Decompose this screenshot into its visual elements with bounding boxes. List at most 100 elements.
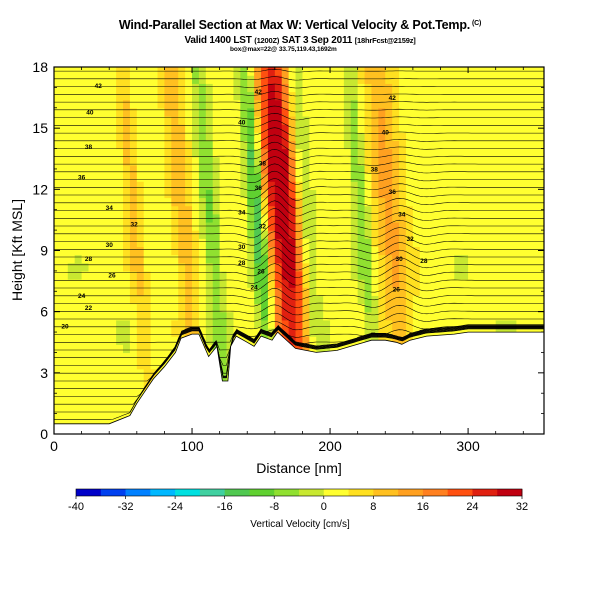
field-cell — [309, 319, 317, 329]
field-cell — [219, 336, 228, 345]
field-cell — [474, 99, 483, 109]
field-cell — [54, 205, 62, 215]
field-cell — [74, 156, 83, 166]
field-cell — [371, 91, 379, 101]
field-cell — [516, 197, 524, 207]
field-cell — [95, 189, 103, 199]
field-cell — [288, 156, 297, 166]
field-cell — [198, 279, 207, 288]
field-cell — [392, 295, 400, 305]
field-cell — [88, 132, 97, 141]
field-cell — [233, 295, 241, 305]
field-cell — [419, 311, 428, 321]
field-cell — [378, 115, 386, 125]
field-cell — [323, 164, 331, 174]
field-cell — [488, 173, 497, 182]
field-cell — [95, 336, 103, 345]
field-cell — [509, 311, 517, 321]
field-cell — [488, 75, 497, 84]
field-cell — [54, 352, 62, 362]
field-cell — [164, 254, 172, 264]
field-cell — [392, 230, 400, 239]
field-cell — [412, 287, 421, 296]
field-cell — [468, 156, 476, 166]
field-cell — [309, 270, 317, 280]
field-cell — [323, 221, 331, 231]
field-cell — [205, 270, 214, 280]
field-cell — [178, 197, 186, 207]
field-cell — [468, 262, 476, 272]
field-cell — [178, 181, 186, 190]
field-cell — [178, 91, 186, 101]
field-cell — [54, 230, 62, 239]
field-cell — [136, 360, 145, 370]
field-cell — [537, 295, 544, 305]
field-cell — [198, 115, 207, 125]
field-cell — [454, 181, 462, 190]
field-cell — [67, 99, 76, 109]
isentrope-line — [54, 200, 544, 217]
field-cell — [129, 238, 138, 248]
field-cell — [157, 107, 166, 117]
field-cell — [495, 197, 504, 207]
field-cell — [468, 132, 476, 141]
isentrope-label: 38 — [371, 166, 379, 173]
field-cell — [440, 254, 448, 264]
field-cell — [226, 327, 235, 337]
field-cell — [502, 230, 511, 239]
field-cell — [212, 295, 221, 305]
isentrope-label: 40 — [382, 130, 390, 137]
field-cell — [212, 254, 221, 264]
field-cell — [364, 246, 373, 256]
field-cell — [185, 246, 193, 256]
field-cell — [143, 197, 152, 207]
field-cell — [198, 181, 207, 190]
field-cell — [74, 401, 83, 411]
field-cell — [281, 295, 290, 305]
field-cell — [364, 91, 373, 101]
field-cell — [226, 189, 235, 199]
field-cell — [67, 262, 76, 272]
field-cell — [95, 360, 103, 370]
y-tick-label: 9 — [40, 243, 48, 259]
field-cell — [405, 156, 414, 166]
svg-text:34: 34 — [238, 209, 246, 216]
field-cell — [74, 409, 83, 419]
field-cell — [123, 67, 131, 76]
field-cell — [254, 124, 262, 133]
field-cell — [185, 303, 193, 313]
field-cell — [116, 401, 124, 411]
field-cell — [316, 189, 324, 199]
field-cell — [247, 67, 255, 76]
field-cell — [219, 67, 228, 76]
field-cell — [233, 132, 241, 141]
field-cell — [157, 303, 166, 313]
field-cell — [474, 262, 483, 272]
field-cell — [537, 238, 544, 248]
isentrope-line — [54, 76, 544, 81]
field-cell — [405, 246, 414, 256]
field-cell — [164, 115, 172, 125]
isentrope-label: 34 — [106, 205, 114, 212]
field-cell — [281, 164, 290, 174]
field-cell — [247, 197, 255, 207]
field-cell — [488, 311, 497, 321]
field-cell — [109, 238, 117, 248]
field-cell — [247, 254, 255, 264]
field-cell — [488, 91, 497, 101]
field-cell — [116, 115, 124, 125]
field-cell — [323, 270, 331, 280]
field-cell — [461, 173, 469, 182]
field-cell — [150, 336, 159, 345]
isentrope-label: 42 — [255, 89, 263, 96]
field-cell — [74, 197, 83, 207]
field-cell — [109, 83, 117, 93]
field-cell — [157, 254, 166, 264]
field-cell — [95, 401, 103, 411]
field-cell — [267, 238, 276, 248]
field-cell — [150, 319, 159, 329]
field-cell — [509, 99, 517, 109]
field-cell — [267, 295, 276, 305]
field-cell — [509, 238, 517, 248]
